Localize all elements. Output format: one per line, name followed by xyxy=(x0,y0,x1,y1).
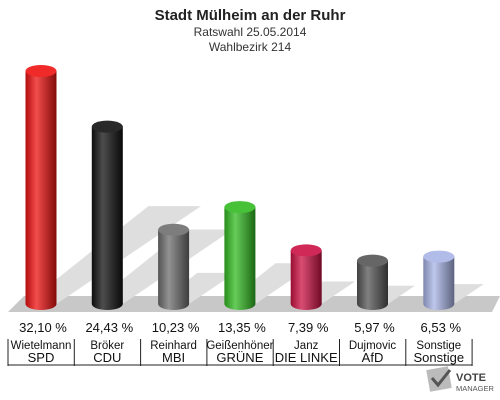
bar-body xyxy=(290,250,322,304)
bars xyxy=(25,65,455,310)
bar-top xyxy=(25,65,57,77)
bar-spd xyxy=(25,65,57,310)
bar-top xyxy=(224,201,256,214)
bar-body xyxy=(91,126,123,304)
party-label: GRÜNE xyxy=(216,350,263,365)
bar-base xyxy=(91,298,123,310)
party-label: MBI xyxy=(162,350,185,365)
bar-cdu xyxy=(91,120,123,310)
value-label: 10,23 % xyxy=(152,320,200,335)
bar-body xyxy=(357,260,388,304)
bar-top xyxy=(423,250,455,263)
vote-manager-logo: VOTE MANAGER xyxy=(426,366,495,393)
bar-base xyxy=(357,298,388,310)
candidate-label: Wietelmann xyxy=(11,340,72,352)
candidate-label: Reinhard xyxy=(150,340,197,352)
bar-afd xyxy=(357,254,388,310)
bar-base xyxy=(423,298,455,310)
candidate-label: Geißenhöner xyxy=(206,340,273,352)
bar-sonstige xyxy=(423,250,455,310)
value-label: 7,39 % xyxy=(288,320,329,335)
bar-body xyxy=(423,256,455,304)
bar-body xyxy=(158,229,190,304)
party-label: Sonstige xyxy=(414,350,465,365)
bar-die-linke xyxy=(290,244,322,310)
value-labels: 32,10 % 24,43 % 10,23 % 13,35 % 7,39 % 5,97 %… xyxy=(19,320,461,335)
chart-subtitle-district: Wahlbezirk 214 xyxy=(209,40,292,54)
bar-top xyxy=(357,254,388,267)
party-label: SPD xyxy=(28,350,55,365)
value-label: 6,53 % xyxy=(421,320,462,335)
value-label: 24,43 % xyxy=(85,320,133,335)
bar-top xyxy=(290,244,322,257)
bar-body xyxy=(25,71,57,304)
chart-subtitle-date: Ratswahl 25.05.2014 xyxy=(194,25,307,39)
bar-body xyxy=(224,207,256,304)
candidate-label: Sonstige xyxy=(416,340,461,352)
bar-mbi xyxy=(158,223,190,310)
value-label: 5,97 % xyxy=(354,320,395,335)
bar-base xyxy=(290,298,322,310)
candidate-label: Bröker xyxy=(90,340,124,352)
logo-text-vote: VOTE xyxy=(456,372,486,384)
party-label: AfD xyxy=(362,350,384,365)
party-label: CDU xyxy=(93,350,121,365)
bar-base xyxy=(158,298,190,310)
chart-title: Stadt Mülheim an der Ruhr xyxy=(155,7,346,24)
logo-text-manager: MANAGER xyxy=(456,384,495,393)
value-label: 13,35 % xyxy=(218,320,266,335)
bar-top xyxy=(91,120,123,133)
value-label: 32,10 % xyxy=(19,320,67,335)
bar-gr-ne xyxy=(224,201,256,310)
candidate-label: Dujmovic xyxy=(349,340,397,352)
bar-base xyxy=(224,298,256,310)
candidate-label: Janz xyxy=(294,340,319,352)
bar-top xyxy=(158,223,190,236)
ballot-check-icon xyxy=(426,366,452,392)
party-label: DIE LINKE xyxy=(275,350,338,365)
bar-base xyxy=(25,298,57,310)
